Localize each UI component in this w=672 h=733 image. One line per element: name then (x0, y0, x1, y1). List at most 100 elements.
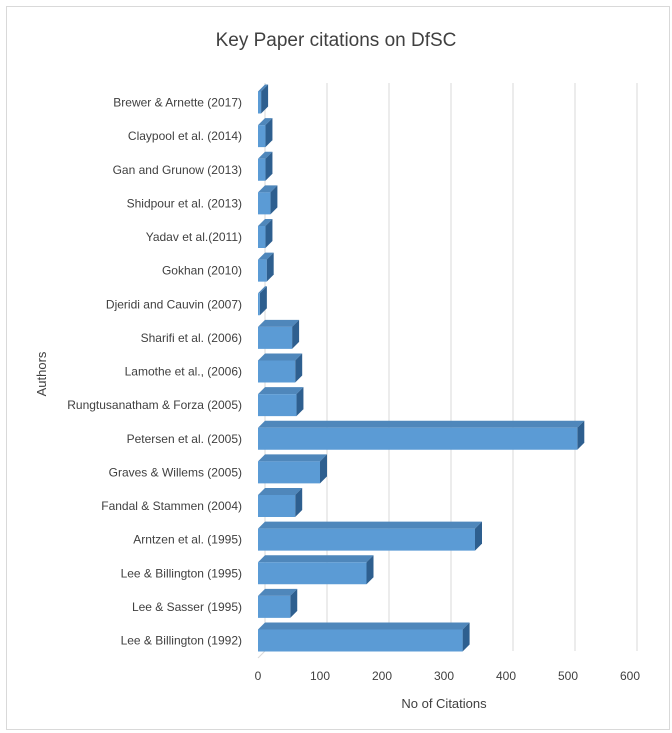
bar-front-face (258, 427, 578, 450)
bar (258, 387, 304, 417)
x-tick-label: 200 (372, 669, 392, 683)
bar-front-face (258, 495, 296, 517)
bar (258, 488, 303, 517)
bar (258, 454, 327, 484)
bar (258, 555, 374, 585)
bar-side-face (259, 286, 267, 316)
category-label: Yadav et al.(2011) (146, 230, 242, 244)
category-labels: Brewer & Arnette (2017) Claypool et al. (… (67, 96, 242, 648)
bar (258, 588, 298, 618)
x-axis-title: No of Citations (401, 696, 487, 711)
bar-top-face (258, 555, 374, 563)
chart-title: Key Paper citations on DfSC (216, 30, 457, 51)
x-tick-label: 400 (496, 669, 516, 683)
x-tick-label: 600 (620, 669, 640, 683)
bar (258, 286, 267, 316)
bar-top-face (258, 420, 585, 428)
bar-side-face (295, 488, 303, 517)
x-tick-label: 300 (434, 669, 454, 683)
category-label: Claypool et al. (2014) (128, 129, 242, 143)
bar-top-face (258, 454, 327, 462)
bar (258, 353, 303, 383)
category-label: Lee & Sasser (1995) (132, 600, 242, 614)
bar-side-face (296, 387, 304, 417)
category-label: Petersen et al. (2005) (127, 432, 242, 446)
bars (258, 84, 585, 652)
bar-top-face (258, 588, 298, 596)
bar-front-face (258, 461, 320, 484)
bar-top-face (258, 387, 304, 395)
category-label: Sharifi et al. (2006) (141, 331, 242, 345)
bar-front-face (258, 192, 271, 215)
category-label: Shidpour et al. (2013) (127, 196, 242, 210)
bar-side-face (265, 151, 273, 181)
bar-top-face (258, 286, 267, 294)
bar-front-face (258, 394, 297, 417)
x-tick-label: 0 (255, 669, 262, 683)
bar-front-face (258, 91, 262, 114)
bar-side-face (266, 252, 274, 282)
bar-side-face (292, 319, 300, 349)
category-label: Rungtusanatham & Forza (2005) (67, 398, 242, 412)
bar-front-face (258, 259, 267, 282)
bar-front-face (258, 360, 296, 383)
bar-top-face (258, 353, 303, 361)
bar-side-face (265, 219, 273, 248)
bar-front-face (258, 326, 293, 349)
bar-side-face (290, 588, 298, 618)
bar-front-face (258, 562, 367, 585)
bar (258, 151, 273, 181)
category-label: Fandal & Stammen (2004) (101, 499, 242, 513)
bar-top-face (258, 185, 278, 193)
chart-frame (6, 6, 670, 730)
bar (258, 185, 278, 215)
bar-front-face (258, 226, 266, 248)
bar-side-face (462, 622, 470, 652)
bar-front-face (258, 629, 463, 652)
bar (258, 420, 585, 450)
bar (258, 219, 273, 248)
bar-side-face (320, 454, 327, 484)
bar-top-face (258, 252, 274, 260)
bar-side-face (270, 185, 278, 215)
bar (258, 252, 274, 282)
bar-front-face (258, 158, 266, 181)
bar-side-face (577, 420, 585, 450)
category-label: Djeridi and Cauvin (2007) (106, 297, 242, 311)
bar (258, 84, 269, 114)
category-label: Lamothe et al., (2006) (125, 365, 242, 379)
bar-top-face (258, 488, 303, 495)
bar-front-face (258, 125, 266, 148)
bar-side-face (265, 118, 273, 148)
bar (258, 118, 273, 148)
bar (258, 622, 470, 652)
bar (258, 319, 300, 349)
x-tick-labels: 0 100 200 300 400 500 600 (255, 669, 641, 683)
category-label: Arntzen et al. (1995) (133, 533, 242, 547)
category-label: Brewer & Arnette (2017) (113, 96, 242, 110)
bar-top-face (258, 622, 470, 630)
category-label: Graves & Willems (2005) (109, 465, 242, 479)
category-label: Lee & Billington (1995) (121, 566, 242, 580)
bar-front-face (258, 595, 291, 618)
x-tick-label: 100 (310, 669, 330, 683)
y-axis-title: Authors (34, 351, 49, 396)
category-label: Lee & Billington (1992) (121, 634, 242, 648)
bar-side-face (261, 84, 269, 114)
bar-side-face (295, 353, 303, 383)
floor-edge-line (257, 650, 266, 659)
category-label: Gan and Grunow (2013) (113, 163, 242, 177)
bar-side-face (475, 521, 482, 551)
bar-front-face (258, 528, 475, 551)
bar-top-face (258, 319, 300, 327)
bar-top-face (258, 151, 273, 159)
bar-front-face (258, 293, 260, 316)
category-label: Gokhan (2010) (162, 264, 242, 278)
bar (258, 521, 482, 551)
bar-top-face (258, 84, 269, 92)
bar-side-face (366, 555, 374, 585)
bar-top-face (258, 521, 482, 529)
x-tick-label: 500 (558, 669, 578, 683)
bar-top-face (258, 118, 273, 126)
